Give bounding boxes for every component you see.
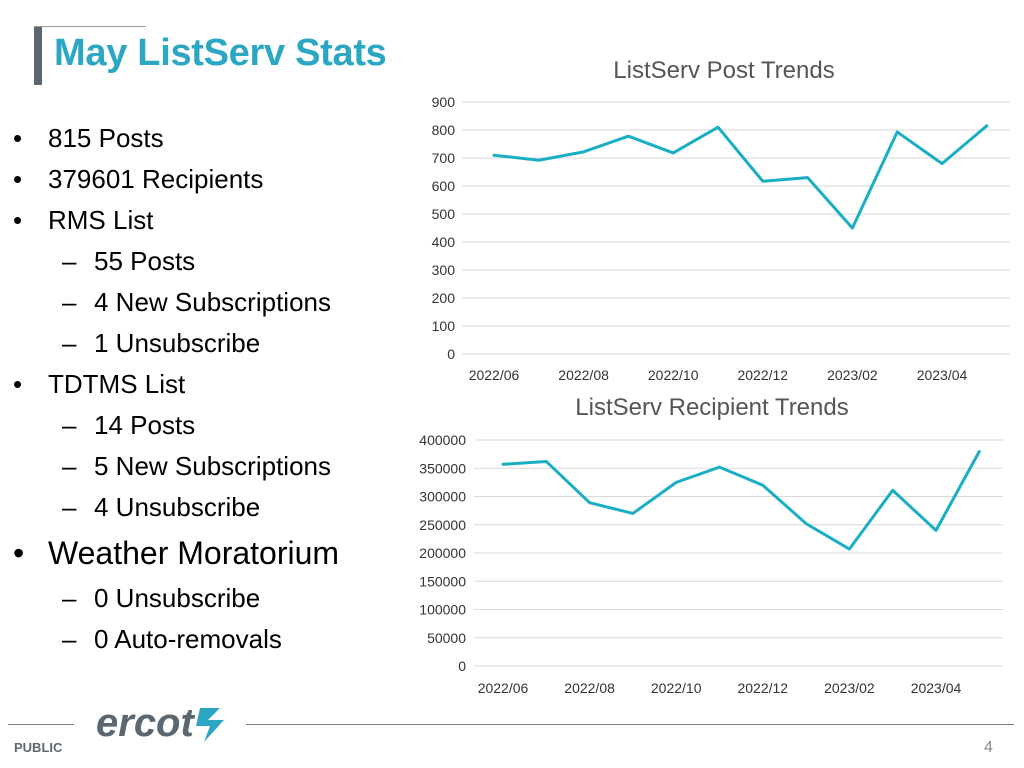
posts-y-tick-label: 0 — [447, 346, 455, 362]
posts-x-tick-label: 2022/10 — [648, 367, 699, 383]
rec-y-tick-label: 400000 — [419, 432, 466, 448]
posts-y-tick-label: 500 — [432, 206, 456, 222]
rec-y-tick-label: 300000 — [419, 489, 466, 505]
svg-text:ercot: ercot — [96, 701, 195, 745]
sub-bullet-item: 1 Unsubscribe — [0, 323, 380, 364]
rec-x-tick-label: 2022/08 — [564, 680, 615, 696]
sub-bullet-item: 0 Auto-removals — [0, 619, 380, 660]
post-trends-series-line — [492, 124, 989, 230]
title-top-rule — [34, 26, 146, 27]
rec-y-tick-label: 350000 — [419, 460, 466, 476]
bullet-item: 815 Posts — [0, 118, 380, 159]
posts-x-tick-label: 2022/06 — [469, 367, 520, 383]
posts-y-tick-label: 300 — [432, 262, 456, 278]
posts-y-tick-label: 600 — [432, 178, 456, 194]
ercot-logo-mark: ercot — [96, 701, 224, 745]
public-label: PUBLIC — [14, 740, 63, 755]
posts-y-tick-label: 700 — [432, 150, 456, 166]
rec-x-tick-label: 2023/02 — [824, 680, 875, 696]
sub-bullet-item: 4 Unsubscribe — [0, 487, 380, 528]
posts-x-tick-label: 2023/04 — [917, 367, 968, 383]
posts-y-tick-label: 900 — [432, 94, 456, 110]
ercot-logo: ercot — [96, 700, 236, 753]
rec-y-tick-label: 50000 — [427, 630, 466, 646]
posts-y-tick-label: 100 — [432, 318, 456, 334]
post-trends-chart: ListServ Post Trends 0 100 200 300 400 500 600… — [432, 57, 1010, 383]
recipient-trends-chart: ListServ Recipient Trends 0 50000 100000 15… — [419, 394, 1003, 696]
sub-bullet-item: 14 Posts — [0, 405, 380, 446]
sub-bullet-item: 5 New Subscriptions — [0, 446, 380, 487]
rec-x-tick-label: 2022/12 — [737, 680, 788, 696]
title-accent-bar — [34, 27, 42, 85]
recipient-trends-series-line — [501, 450, 981, 551]
posts-x-tick-label: 2022/12 — [737, 367, 788, 383]
sub-bullet-item: 4 New Subscriptions — [0, 282, 380, 323]
posts-y-tick-label: 200 — [432, 290, 456, 306]
posts-x-tick-label: 2022/08 — [558, 367, 609, 383]
slide-title: May ListServ Stats — [54, 32, 387, 74]
post-trends-title: ListServ Post Trends — [613, 57, 834, 84]
recipient-trends-title: ListServ Recipient Trends — [575, 394, 848, 421]
posts-y-tick-label: 800 — [432, 122, 456, 138]
rec-y-tick-label: 250000 — [419, 517, 466, 533]
rec-y-tick-label: 200000 — [419, 545, 466, 561]
sub-bullet-item: 0 Unsubscribe — [0, 578, 380, 619]
footer-rule-left — [8, 724, 74, 725]
posts-x-tick-label: 2023/02 — [827, 367, 878, 383]
rec-y-tick-label: 100000 — [419, 602, 466, 618]
rec-x-tick-label: 2023/04 — [911, 680, 962, 696]
bullet-item: 379601 Recipients — [0, 159, 380, 200]
page-number: 4 — [984, 739, 993, 756]
rec-x-tick-label: 2022/06 — [478, 680, 529, 696]
stats-bullet-list: 815 Posts379601 RecipientsRMS List55 Pos… — [0, 118, 380, 660]
bullet-item: Weather Moratorium — [0, 528, 380, 578]
rec-x-tick-label: 2022/10 — [651, 680, 702, 696]
bullet-item: RMS List — [0, 200, 380, 241]
sub-bullet-item: 55 Posts — [0, 241, 380, 282]
posts-y-tick-label: 400 — [432, 234, 456, 250]
footer-rule-right — [246, 724, 1014, 725]
bullet-item: TDTMS List — [0, 364, 380, 405]
rec-y-tick-label: 0 — [458, 658, 466, 674]
rec-y-tick-label: 150000 — [419, 573, 466, 589]
